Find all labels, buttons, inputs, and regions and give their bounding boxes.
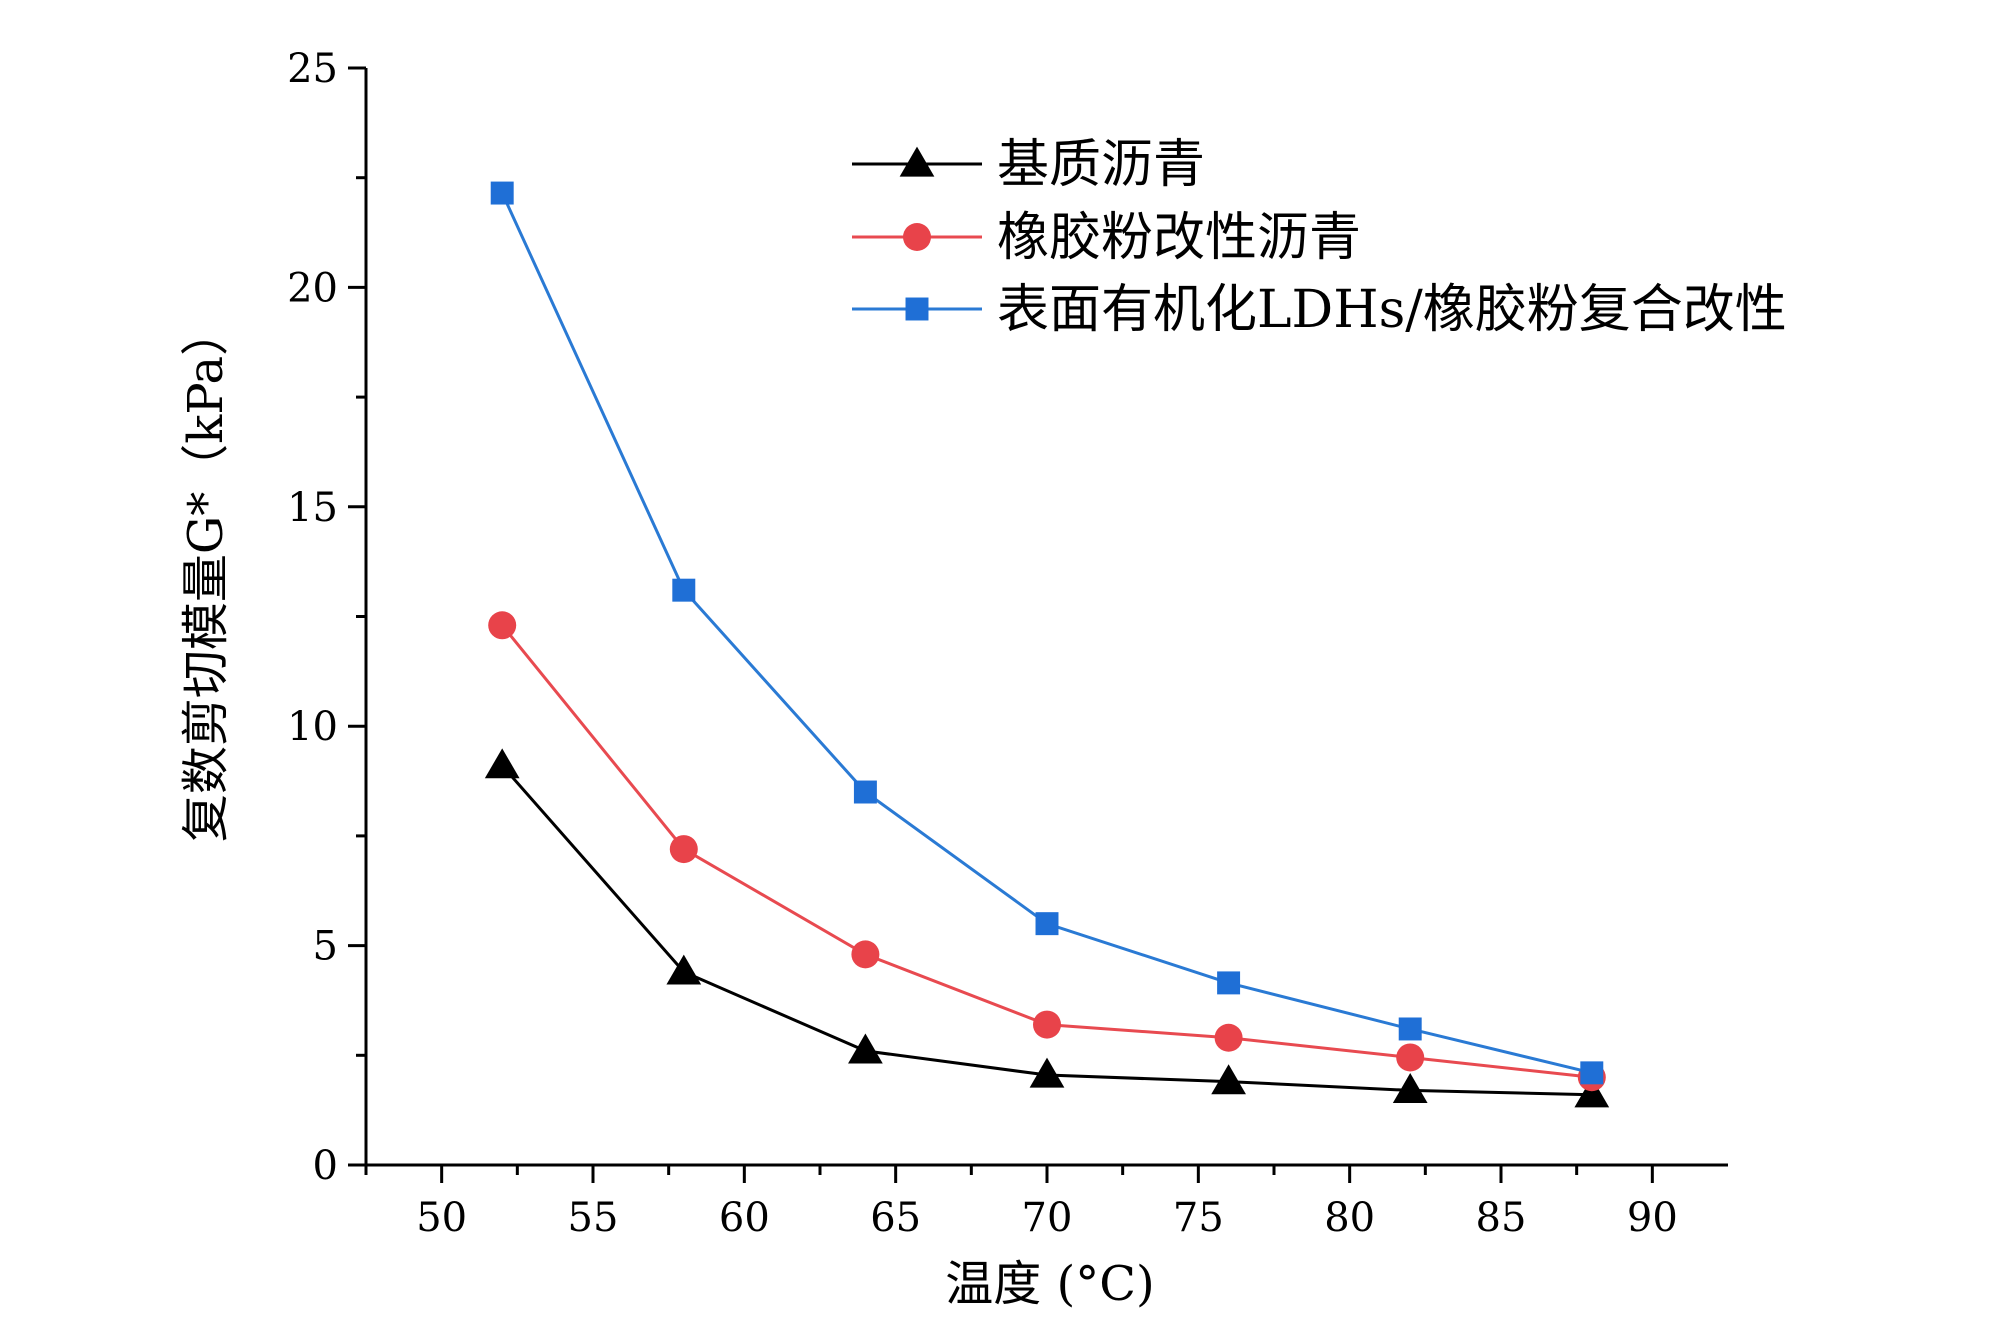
legend-marker xyxy=(905,297,929,321)
data-point xyxy=(1580,1061,1604,1085)
x-tick-label: 50 xyxy=(416,1195,467,1241)
y-tick-label: 20 xyxy=(287,265,338,311)
data-point xyxy=(851,940,880,969)
data-point xyxy=(484,748,520,779)
series-line xyxy=(501,624,1592,1079)
data-point xyxy=(672,578,696,602)
axes: 50 55 60 65 70 75 80 85 90 0 5 10 15 20 25 xyxy=(287,46,1728,1241)
data-point xyxy=(1029,1057,1065,1088)
legend-item: 基质沥青 xyxy=(852,135,1205,195)
x-tick-label: 80 xyxy=(1324,1195,1375,1241)
data-point xyxy=(1217,971,1241,995)
y-axis-title: 复数剪切模量G*（kPa） xyxy=(178,308,234,842)
data-point xyxy=(1574,1077,1610,1108)
x-tick-label: 70 xyxy=(1022,1195,1073,1241)
x-tick-label: 90 xyxy=(1627,1195,1678,1241)
legend-label: 基质沥青 xyxy=(997,135,1205,195)
data-point xyxy=(1396,1043,1425,1072)
data-point xyxy=(853,780,877,804)
data-point xyxy=(669,835,698,864)
data-point xyxy=(848,1033,883,1064)
data-point xyxy=(666,954,702,985)
x-tick-label: 55 xyxy=(568,1195,619,1241)
data-point xyxy=(1392,1073,1428,1104)
y-tick-label: 10 xyxy=(287,704,338,750)
legend-item: 表面有机化LDHs/橡胶粉复合改性 xyxy=(852,280,1787,340)
series-2 xyxy=(490,181,1604,1085)
series-layer xyxy=(484,181,1610,1108)
data-point xyxy=(1035,912,1059,936)
legend-label: 橡胶粉改性沥青 xyxy=(997,208,1361,268)
data-point xyxy=(1398,1017,1422,1041)
series-0 xyxy=(484,748,1610,1108)
legend-item: 橡胶粉改性沥青 xyxy=(852,208,1361,268)
data-point xyxy=(490,181,514,205)
x-tick-label: 75 xyxy=(1173,1195,1224,1241)
y-tick-label: 25 xyxy=(287,46,338,92)
series-1 xyxy=(488,611,1606,1092)
x-tick-label: 65 xyxy=(870,1195,921,1241)
y-tick-label: 5 xyxy=(313,924,338,970)
y-tick-label: 0 xyxy=(313,1143,338,1189)
legend-label: 表面有机化LDHs/橡胶粉复合改性 xyxy=(997,280,1787,340)
data-point xyxy=(1033,1010,1061,1039)
data-point xyxy=(1214,1023,1243,1052)
y-tick-label: 15 xyxy=(287,485,338,531)
data-point xyxy=(488,611,517,640)
data-point xyxy=(1211,1064,1246,1095)
legend-marker xyxy=(903,223,931,251)
legend-marker xyxy=(899,146,935,177)
x-axis-title: 温度 (°C) xyxy=(945,1256,1154,1312)
x-tick-label: 85 xyxy=(1476,1195,1527,1241)
x-tick-label: 60 xyxy=(719,1195,770,1241)
